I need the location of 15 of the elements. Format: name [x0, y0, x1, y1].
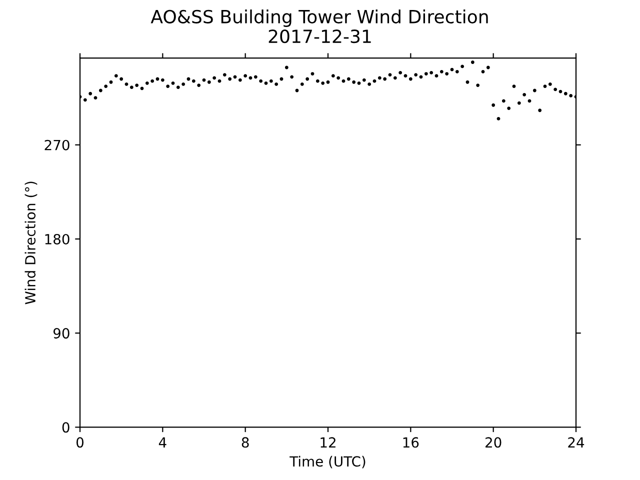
x-tick-label: 4 [158, 437, 166, 448]
x-tick-label: 20 [486, 437, 502, 448]
chart-title: AO&SS Building Tower Wind Direction [150, 10, 488, 27]
y-tick-label: 180 [45, 234, 70, 244]
chart-subtitle: 2017-12-31 [268, 30, 371, 44]
x-tick-label: 8 [242, 437, 249, 448]
x-tick-label: 16 [403, 437, 419, 448]
x-tick-label: 0 [76, 437, 84, 448]
x-tick-label: 24 [568, 437, 584, 448]
x-tick-label: 12 [320, 437, 336, 448]
x-axis-title: Time (UTC) [290, 456, 366, 468]
y-axis-title: Wind Direction (°) [24, 182, 38, 304]
y-tick-label: 270 [44, 140, 70, 150]
y-tick-label: 0 [62, 422, 70, 433]
y-tick-label: 90 [53, 328, 70, 339]
